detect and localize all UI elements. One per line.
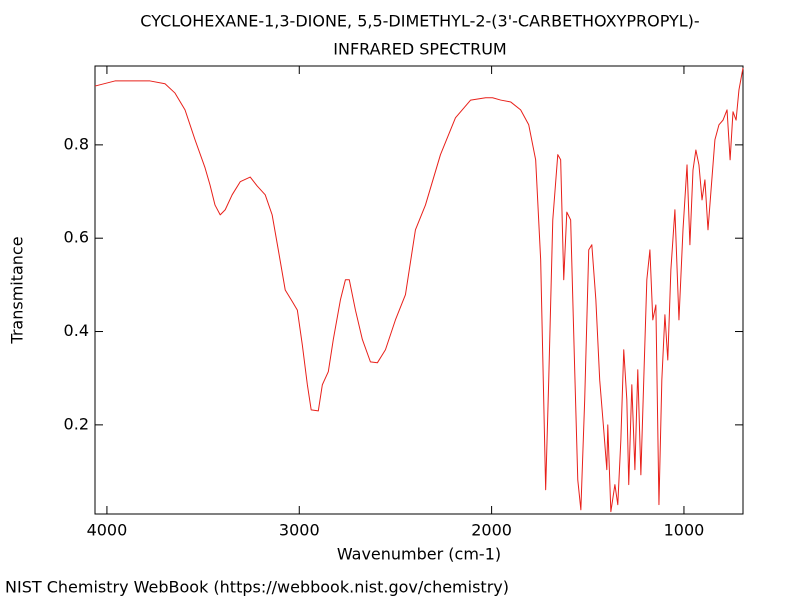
chart-title: CYCLOHEXANE-1,3-DIONE, 5,5-DIMETHYL-2-(3… (140, 12, 699, 31)
y-tick-label: 0.6 (64, 228, 89, 247)
x-tick-label: 4000 (87, 521, 128, 540)
x-axis-label: Wavenumber (cm-1) (337, 545, 501, 564)
y-tick-label: 0.8 (64, 134, 89, 153)
spectrum-line (94, 67, 744, 513)
footer: NIST Chemistry WebBook (https://webbook.… (5, 578, 509, 597)
plot-frame (94, 65, 744, 515)
x-tick-label: 3000 (279, 521, 320, 540)
chart-title: INFRARED SPECTRUM (333, 40, 506, 59)
y-tick-label: 0.4 (64, 321, 89, 340)
y-axis-label: Transmitance (8, 236, 27, 344)
x-tick-label: 2000 (471, 521, 512, 540)
x-tick-label: 1000 (664, 521, 705, 540)
y-tick-label: 0.2 (64, 414, 89, 433)
